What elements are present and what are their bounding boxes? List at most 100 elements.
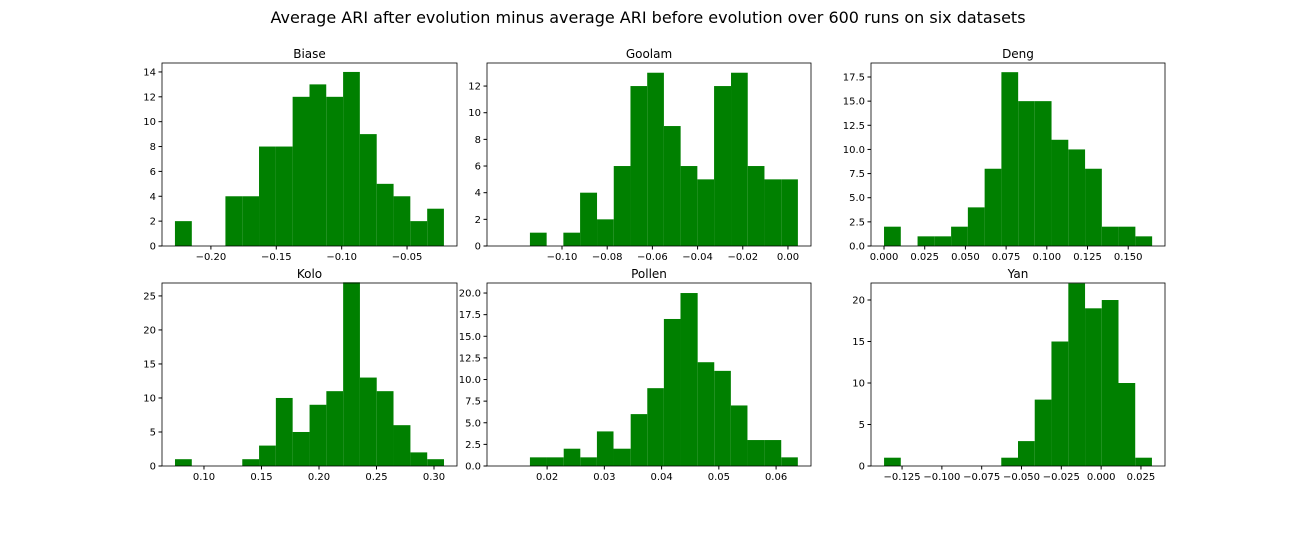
y-tick-label: 12: [468, 82, 481, 93]
subplot-title: Goolam: [626, 47, 672, 61]
bar: [410, 221, 428, 246]
bar: [781, 457, 798, 466]
bar: [376, 183, 394, 246]
axes-frame: [870, 62, 1166, 247]
bar: [730, 405, 748, 466]
bar: [275, 397, 293, 466]
bar: [597, 219, 614, 246]
bar: [1118, 226, 1136, 246]
bar: [309, 404, 327, 466]
y-tick-label: 0.0: [465, 462, 481, 473]
bar: [242, 196, 260, 246]
axes-frame: [870, 282, 1166, 467]
y-tick-label: 12: [143, 92, 156, 103]
y-tick-label: 0: [150, 462, 156, 473]
y-tick-label: 20: [143, 325, 156, 336]
x-tick-label: −0.075: [963, 472, 1000, 483]
bar: [697, 362, 715, 466]
x-tick-label: 0.02: [536, 472, 558, 483]
x-tick-label: −0.05: [392, 252, 423, 263]
x-tick-label: −0.10: [326, 252, 357, 263]
bar: [613, 448, 631, 466]
bar: [663, 318, 681, 466]
y-tick-label: 10: [852, 379, 865, 390]
y-tick-label: 6: [475, 162, 481, 173]
bar: [546, 457, 564, 466]
bar: [714, 86, 732, 247]
x-tick-label: 0.03: [593, 472, 615, 483]
bar: [1051, 341, 1069, 466]
bar: [1101, 300, 1119, 466]
bar: [1085, 168, 1102, 246]
bar: [596, 431, 614, 466]
x-tick-label: −0.025: [1043, 472, 1080, 483]
axes-frame: [161, 62, 458, 247]
x-tick-label: 0.06: [765, 472, 787, 483]
x-tick-label: 0.20: [308, 472, 330, 483]
y-tick-label: 2.5: [465, 440, 481, 451]
x-tick-label: −0.125: [884, 472, 921, 483]
y-tick-label: 5: [150, 427, 156, 438]
bar: [747, 166, 765, 246]
bar: [275, 146, 293, 246]
y-tick-label: 20: [852, 296, 865, 307]
subplot-title: Kolo: [297, 267, 322, 281]
bar: [663, 126, 681, 246]
bar: [934, 236, 952, 246]
y-tick-label: 2.5: [849, 217, 865, 228]
bar: [259, 445, 276, 466]
bar: [580, 457, 597, 466]
x-tick-label: 0.125: [1073, 252, 1102, 263]
x-tick-label: 0.000: [870, 252, 899, 263]
x-tick-label: 0.150: [1114, 252, 1143, 263]
bar: [647, 388, 664, 466]
bar: [1068, 149, 1086, 246]
bar: [225, 196, 243, 246]
x-tick-label: 0.050: [951, 252, 980, 263]
bar: [427, 208, 444, 246]
subplot: Biase −0.20 −0.15 −0.10 −0.05 0 2 4 6 8 10 12 14: [143, 47, 458, 263]
bar: [697, 179, 715, 246]
axes-frame: [486, 282, 812, 467]
x-tick-label: 0.30: [423, 472, 445, 483]
bar: [680, 293, 698, 466]
bar: [309, 84, 327, 247]
bar: [343, 71, 360, 247]
x-tick-label: 0.025: [910, 252, 939, 263]
bar: [1135, 236, 1153, 246]
x-tick-label: −0.06: [637, 252, 668, 263]
subplot-title: Pollen: [631, 267, 667, 281]
y-tick-label: 17.5: [459, 310, 481, 321]
bar: [242, 459, 260, 466]
bar: [1135, 457, 1152, 466]
y-tick-label: 0: [150, 242, 156, 253]
x-tick-label: −0.100: [923, 472, 960, 483]
x-tick-label: 0.04: [650, 472, 672, 483]
y-tick-label: 5: [859, 420, 865, 431]
subplot: Goolam −0.10 −0.08 −0.06 −0.04 −0.02 0.00 0 2 4 6 8…: [468, 47, 812, 263]
subplot-title: Biase: [293, 47, 326, 61]
x-tick-label: 0.000: [1087, 472, 1116, 483]
x-tick-label: 0.025: [1127, 472, 1156, 483]
bar: [393, 425, 411, 466]
bar: [884, 457, 901, 466]
bar: [359, 377, 377, 466]
y-tick-label: 4: [475, 188, 481, 199]
x-tick-label: 0.075: [992, 252, 1021, 263]
bar: [1034, 399, 1052, 466]
bar: [781, 179, 798, 246]
y-tick-label: 15.0: [459, 332, 481, 343]
bar: [174, 459, 192, 466]
bar: [410, 452, 428, 466]
bar: [1068, 283, 1086, 466]
bar: [343, 282, 360, 466]
bar: [174, 221, 192, 246]
bar: [1101, 226, 1119, 246]
x-tick-label: 0.100: [1032, 252, 1061, 263]
y-tick-label: 7.5: [849, 169, 865, 180]
x-tick-label: −0.10: [547, 252, 578, 263]
subplot: Yan −0.125 −0.100 −0.075 −0.050 −0.025 0.000 0.…: [852, 267, 1166, 483]
x-tick-label: 0.05: [708, 472, 730, 483]
y-tick-label: 20.0: [459, 289, 481, 300]
y-tick-label: 14: [143, 67, 156, 78]
